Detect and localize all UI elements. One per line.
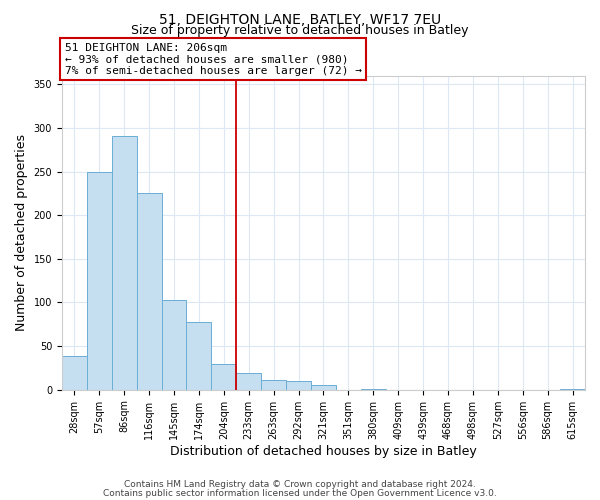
Bar [286,381,311,390]
Bar [211,364,236,390]
Bar [361,389,386,390]
Bar [560,389,585,390]
Text: 51 DEIGHTON LANE: 206sqm
← 93% of detached houses are smaller (980)
7% of semi-d: 51 DEIGHTON LANE: 206sqm ← 93% of detach… [65,42,362,76]
Text: 51, DEIGHTON LANE, BATLEY, WF17 7EU: 51, DEIGHTON LANE, BATLEY, WF17 7EU [159,12,441,26]
Text: Contains HM Land Registry data © Crown copyright and database right 2024.: Contains HM Land Registry data © Crown c… [124,480,476,489]
Text: Size of property relative to detached houses in Batley: Size of property relative to detached ho… [131,24,469,37]
Bar [62,356,87,390]
Bar [261,380,286,390]
Bar [112,136,137,390]
Y-axis label: Number of detached properties: Number of detached properties [15,134,28,331]
Text: Contains public sector information licensed under the Open Government Licence v3: Contains public sector information licen… [103,488,497,498]
Bar [187,322,211,390]
Bar [236,373,261,390]
Bar [87,172,112,390]
Bar [161,300,187,390]
Bar [137,194,161,390]
X-axis label: Distribution of detached houses by size in Batley: Distribution of detached houses by size … [170,444,477,458]
Bar [311,386,336,390]
